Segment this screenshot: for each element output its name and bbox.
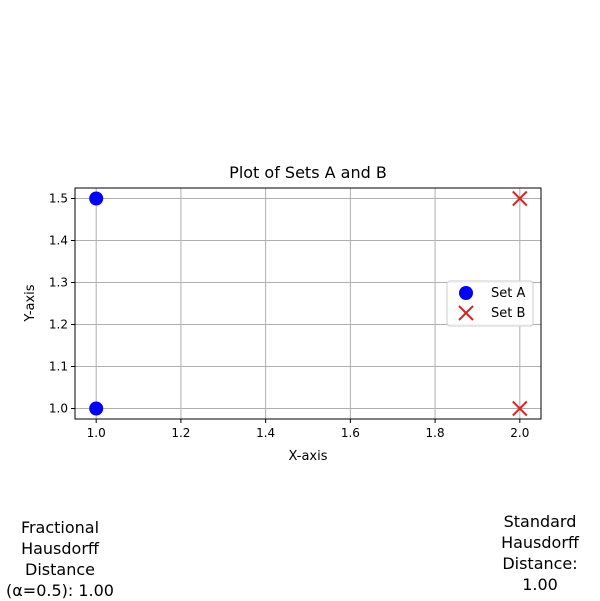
y-tick-label: 1.4 [49,234,68,248]
chart-title: Plot of Sets A and B [229,163,387,182]
y-tick-label: 1.2 [49,318,68,332]
x-tick-label: 1.6 [341,426,360,440]
x-tick-label: 1.0 [87,426,106,440]
y-tick-label: 1.1 [49,360,68,374]
y-axis-label: Y-axis [23,284,38,322]
legend-marker-set-a [459,286,473,300]
plot-area-frame [74,187,542,420]
x-tick-label: 1.8 [426,426,445,440]
data-point-set-b [512,190,528,207]
legend-label-set-b: Set B [491,306,525,321]
y-ticks: 1.0 1.1 1.2 1.3 1.4 1.5 [49,192,75,416]
x-tick-label: 1.2 [171,426,190,440]
fractional-hausdorff-annotation: Fractional Hausdorff Distance (α=0.5): 1… [6,518,114,600]
y-tick-label: 1.5 [49,192,68,206]
data-points [89,190,528,417]
data-point-set-a [89,191,104,206]
legend: Set A Set B [446,280,534,327]
y-tick-label: 1.3 [49,276,68,290]
y-tick-label: 1.0 [49,402,68,416]
legend-marker-set-b [458,305,474,321]
x-tick-label: 1.4 [256,426,275,440]
data-point-set-a [89,401,104,416]
x-axis-label: X-axis [289,449,328,464]
legend-label-set-a: Set A [491,286,525,301]
standard-hausdorff-annotation: Standard Hausdorff Distance: 1.00 [501,512,579,594]
data-point-set-b [512,400,528,417]
x-tick-label: 2.0 [510,426,529,440]
x-ticks: 1.0 1.2 1.4 1.6 1.8 2.0 [87,419,529,440]
